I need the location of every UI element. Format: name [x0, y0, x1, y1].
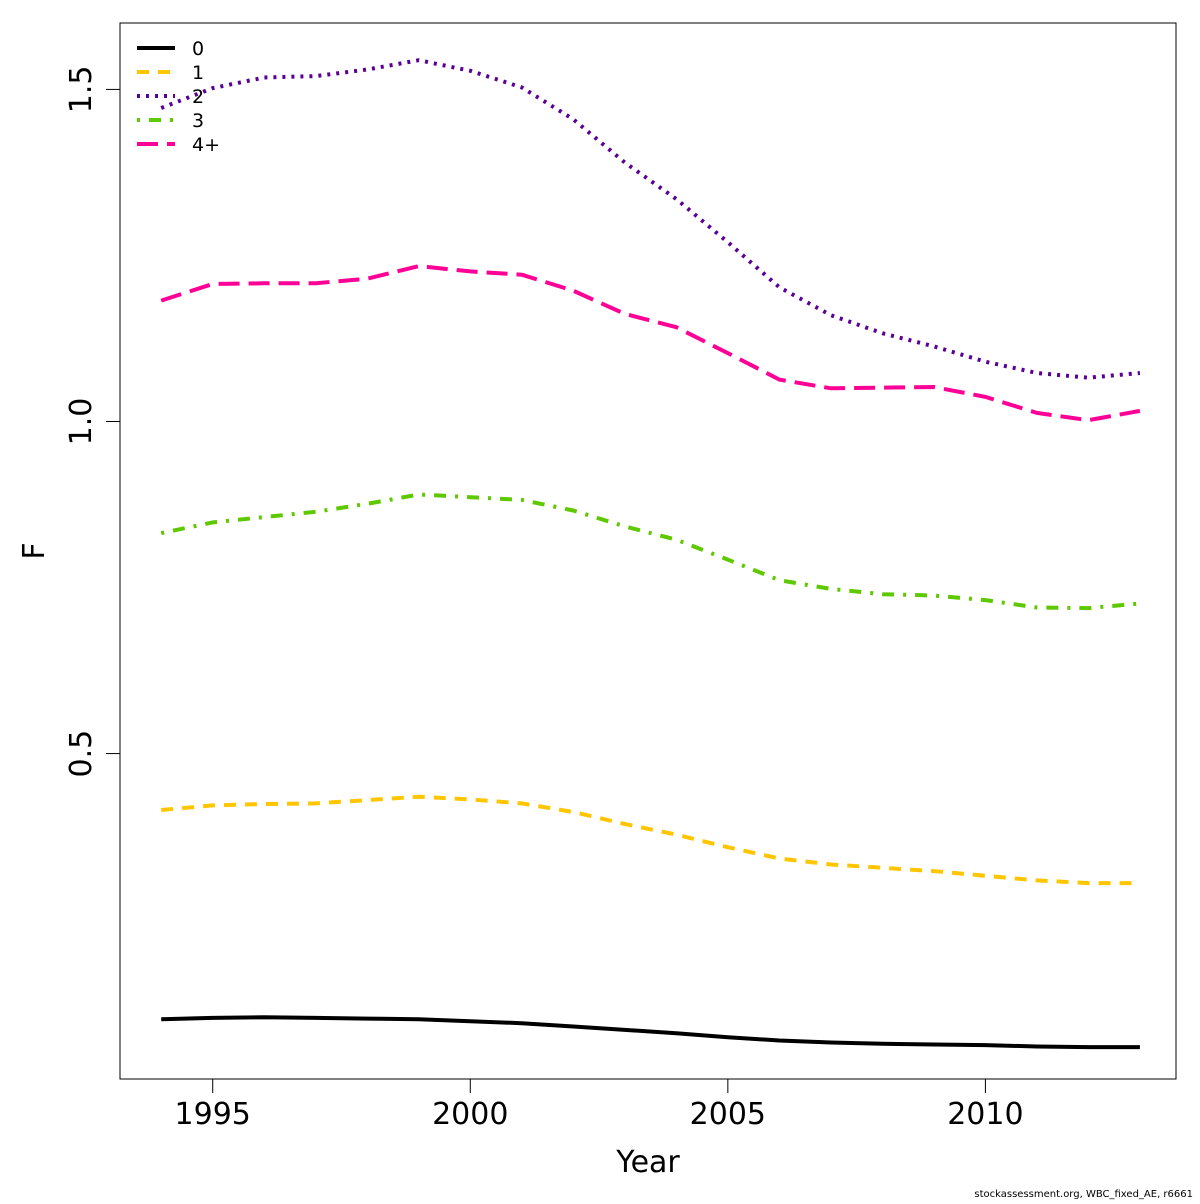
- x-axis: 1995 2000 2005 2010: [175, 1078, 1024, 1132]
- series-layer: [160, 58, 1141, 1050]
- series-line-1: [161, 794, 1140, 886]
- series-line-4: [160, 264, 1141, 423]
- x-tick-label-0: 1995: [175, 1097, 251, 1132]
- series-line-0: [161, 1015, 1140, 1050]
- x-tick-label-2: 2005: [690, 1097, 766, 1132]
- footnote: stockassessment.org, WBC_fixed_AE, r6661: [974, 1189, 1193, 1200]
- y-tick-label-2: 1.5: [64, 66, 99, 114]
- x-tick-label-3: 2010: [947, 1097, 1023, 1132]
- series-line-3: [160, 492, 1141, 611]
- y-axis-title: F: [17, 542, 52, 559]
- x-tick-label-1: 2000: [432, 1097, 508, 1132]
- y-axis: 0.5 1.0 1.5: [64, 66, 121, 778]
- series-line-2: [160, 58, 1141, 380]
- legend-label-2: 2: [192, 86, 204, 108]
- legend-label-4: 4+: [192, 134, 220, 156]
- x-axis-title: Year: [615, 1145, 680, 1180]
- y-tick-label-0: 0.5: [64, 730, 99, 778]
- legend-label-0: 0: [192, 38, 204, 60]
- legend-label-1: 1: [192, 62, 204, 84]
- y-tick-label-1: 1.0: [64, 398, 99, 446]
- plot-frame: [119, 22, 1177, 1080]
- legend-label-3: 3: [192, 110, 204, 132]
